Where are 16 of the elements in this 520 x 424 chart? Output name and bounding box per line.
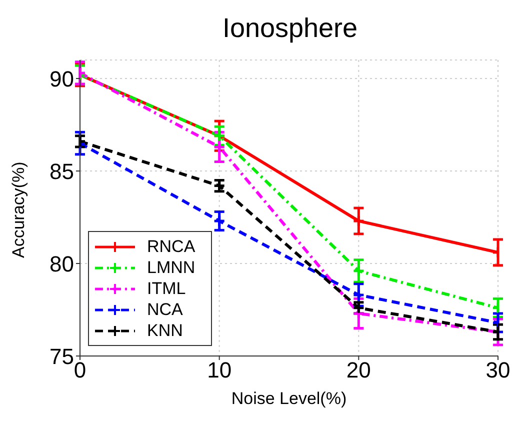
x-tick-label: 0 bbox=[74, 358, 86, 383]
legend-label: KNN bbox=[147, 320, 183, 340]
y-axis-title: Accuracy(%) bbox=[9, 162, 28, 258]
legend-label: NCA bbox=[147, 300, 183, 320]
x-tick-label: 30 bbox=[486, 358, 510, 383]
chart-title: Ionosphere bbox=[221, 12, 359, 45]
x-tick-label: 20 bbox=[346, 358, 371, 383]
y-tick-label: 85 bbox=[50, 158, 74, 184]
x-axis-title: Noise Level(%) bbox=[231, 389, 347, 408]
y-tick-label: 75 bbox=[50, 344, 74, 369]
legend-label: ITML bbox=[147, 278, 186, 298]
x-tick-label: 10 bbox=[207, 358, 232, 383]
y-tick-label: 90 bbox=[50, 66, 74, 92]
legend-label: RNCA bbox=[147, 236, 196, 256]
y-tick-label: 80 bbox=[50, 251, 74, 276]
legend-label: LMNN bbox=[147, 258, 196, 278]
